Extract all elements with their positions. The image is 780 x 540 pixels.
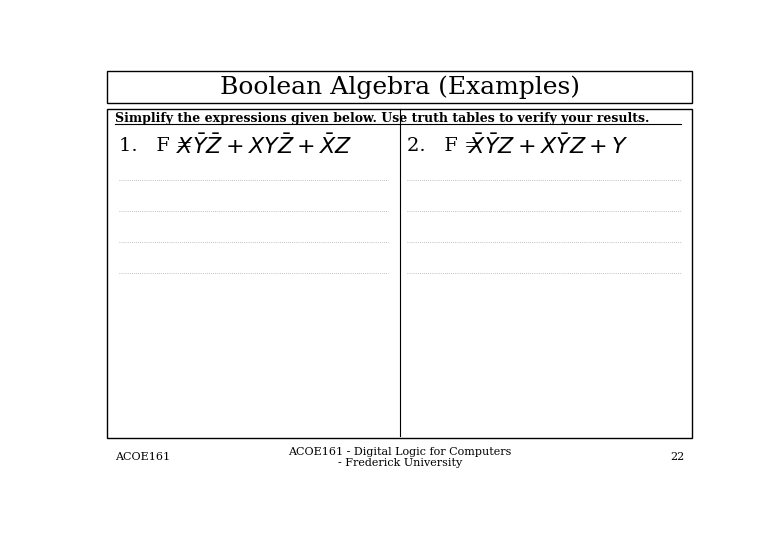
FancyBboxPatch shape <box>107 109 693 438</box>
Text: ACOE161 - Digital Logic for Computers
- Frederick University: ACOE161 - Digital Logic for Computers - … <box>288 447 512 468</box>
Text: ACOE161: ACOE161 <box>115 453 170 462</box>
Text: Simplify the expressions given below. Use truth tables to verify your results.: Simplify the expressions given below. Us… <box>115 112 649 125</box>
Text: 22: 22 <box>670 453 685 462</box>
Text: Boolean Algebra (Examples): Boolean Algebra (Examples) <box>220 76 580 99</box>
FancyBboxPatch shape <box>107 71 693 103</box>
Text: $X\bar{Y}\bar{Z}+XY\bar{Z}+\bar{X}Z$: $X\bar{Y}\bar{Z}+XY\bar{Z}+\bar{X}Z$ <box>176 133 353 158</box>
Text: 1.   F =: 1. F = <box>119 137 199 154</box>
Text: $\bar{X}\bar{Y}Z+X\bar{Y}Z+Y$: $\bar{X}\bar{Y}Z+X\bar{Y}Z+Y$ <box>467 133 628 158</box>
Text: 2.   F =: 2. F = <box>407 137 488 154</box>
